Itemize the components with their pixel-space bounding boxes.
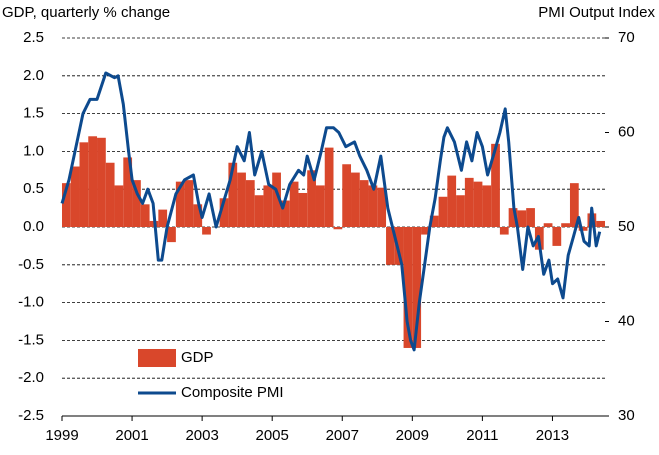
x-tick-label: 2009 [396,427,429,444]
bar [307,170,316,227]
bar [298,192,308,227]
x-tick-label: 2003 [185,427,218,444]
bar [596,220,605,227]
bar [219,198,229,227]
bar [79,142,89,227]
bar [158,209,168,227]
y-tick-label: -2.5 [18,407,44,424]
y-tick-label: -1.0 [18,294,44,311]
bar [412,227,422,348]
x-tick-label: 2011 [466,427,498,444]
y-tick-label: -0.5 [18,256,44,273]
y-tick-label: 2.0 [23,67,44,84]
bar [552,227,562,246]
y-tick-label: -1.5 [18,331,44,348]
bar [499,227,509,235]
bar [324,147,334,227]
bar [421,227,430,235]
bar [315,185,325,227]
bar [289,181,299,227]
bar [62,183,71,227]
bar [543,223,553,227]
bar [193,204,203,227]
bar [517,210,527,227]
line [60,71,602,352]
bar [447,175,457,227]
legend-label: GDP [181,349,214,366]
bar [403,227,413,348]
bar [70,166,80,227]
y-tick-label: 0.5 [23,180,44,197]
bar [508,208,518,227]
y-tick-label: 2.5 [23,29,44,46]
y2-tick-label: 50 [618,218,635,235]
legend-label: Composite PMI [181,384,284,401]
bar [351,172,360,227]
bar [359,180,369,227]
bar [105,162,115,227]
bar [429,215,439,227]
bar [394,227,404,265]
bar [140,204,150,227]
bar [97,137,106,227]
bar [175,181,185,227]
bar [491,143,500,227]
y2-tick-label: 30 [618,407,635,424]
bar [228,162,238,227]
x-tick-label: 2001 [115,427,148,444]
bar [114,185,124,227]
bar [386,227,395,265]
y2-tick-label: 70 [618,29,635,46]
legend-swatch [138,349,176,367]
bar [202,227,211,235]
y-axis-label: GDP, quarterly % change [2,4,170,21]
y2-tick-label: 40 [618,312,635,329]
bar [578,227,588,231]
y-tick-label: 1.0 [23,142,44,159]
bar [438,196,448,227]
bar [254,195,264,227]
bar [342,164,352,227]
x-tick-label: 2005 [256,427,289,444]
bar [569,183,579,227]
bar [184,180,194,227]
bar [88,136,98,227]
bar [473,181,483,227]
bar [132,180,141,227]
bar [280,200,290,227]
y-tick-label: 1.5 [23,105,44,122]
x-tick-label: 1999 [45,427,78,444]
bar [464,177,474,227]
y2-tick-label: 60 [618,123,635,140]
x-tick-label: 2013 [536,427,569,444]
bar [456,195,465,227]
y2-axis-label: PMI Output Index [538,4,655,21]
bar [526,208,535,227]
bar [272,172,281,227]
bar [123,157,133,227]
x-tick-label: 2007 [326,427,359,444]
bar [263,185,273,227]
bar [167,227,176,243]
bar [333,227,343,230]
bar [377,187,387,227]
bar [482,185,492,227]
y-tick-label: 0.0 [23,218,44,235]
bar [561,223,570,227]
y-tick-label: -2.0 [18,369,44,386]
bar [245,180,255,227]
bar [237,172,246,227]
bar [368,185,378,227]
